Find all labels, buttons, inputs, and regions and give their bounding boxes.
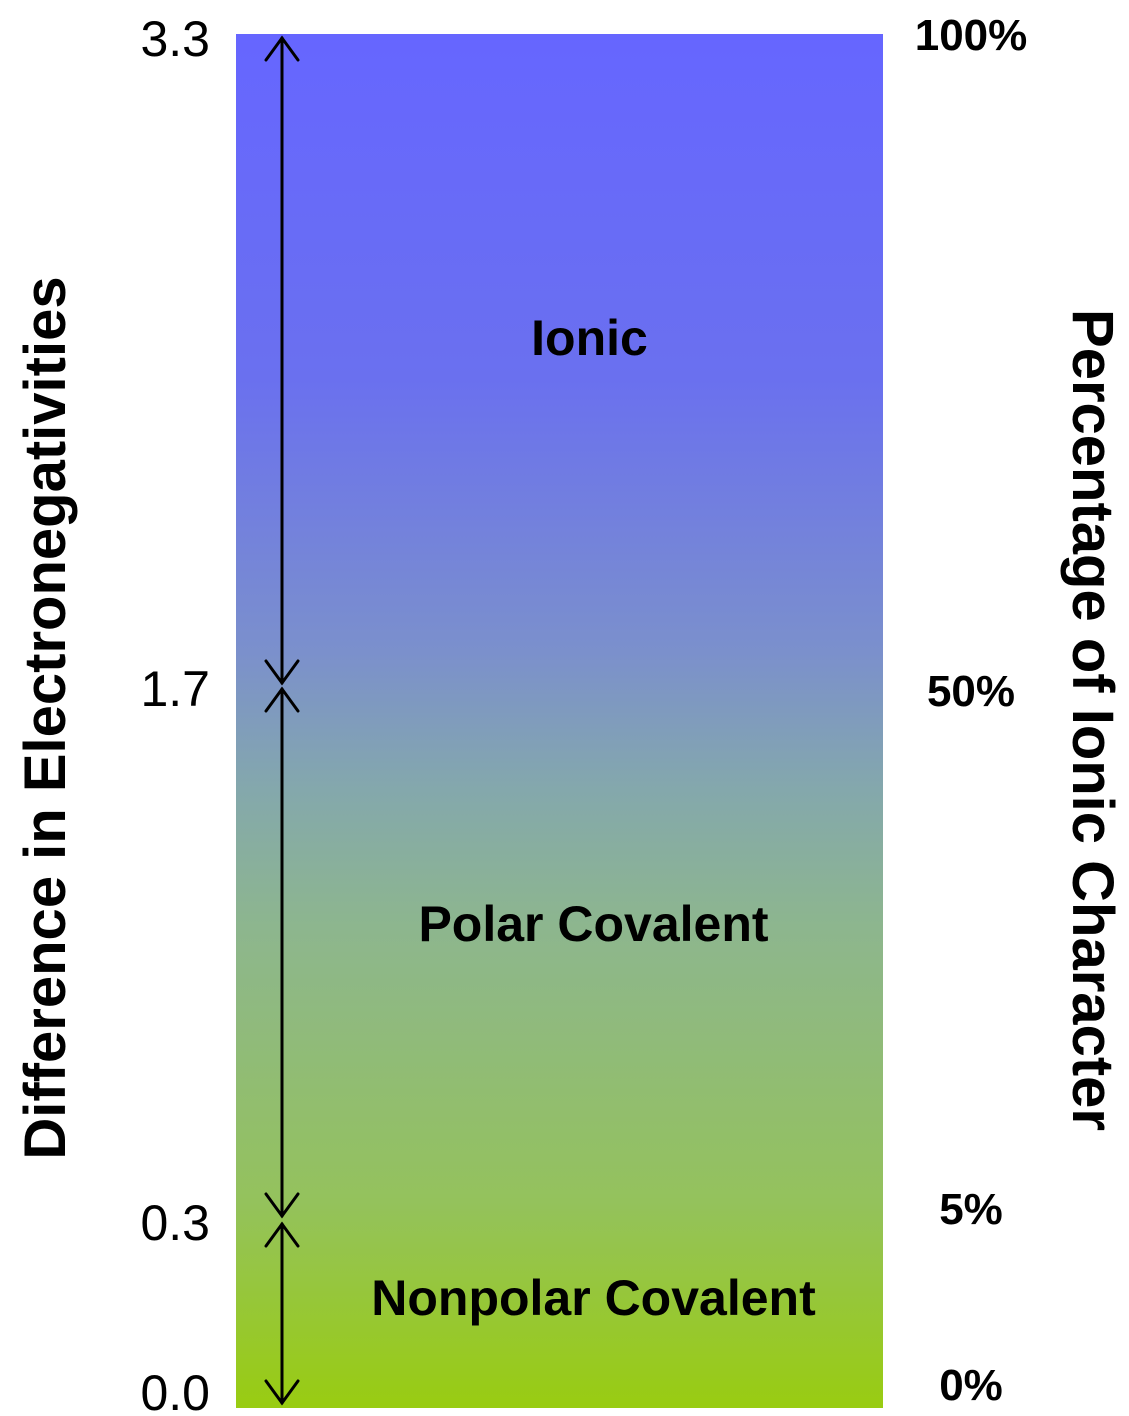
right-tick-0: 0% [939,1361,1003,1410]
left-tick-0-3: 0.3 [140,1195,210,1251]
left-tick-0-0: 0.0 [140,1365,210,1416]
right-tick-50: 50% [926,667,1016,716]
left-axis-title: Difference in Electronegativities [13,276,78,1160]
left-tick-1-7: 1.7 [140,661,210,717]
region-label-polar-covalent: Polar Covalent [418,896,769,952]
right-tick-5: 5% [939,1185,1003,1234]
left-tick-3-3: 3.3 [140,11,210,67]
right-axis-title: Percentage of Ionic Character [1060,309,1125,1131]
nonpolar-covalent-range-arrow [264,1221,300,1406]
right-tick-100: 100% [914,11,1028,60]
region-label-nonpolar-covalent: Nonpolar Covalent [371,1270,816,1326]
ionic-range-arrow [264,35,300,686]
polar-covalent-range-arrow [264,686,300,1219]
gradient-scale-bar [236,34,883,1408]
region-label-ionic: Ionic [531,310,648,366]
